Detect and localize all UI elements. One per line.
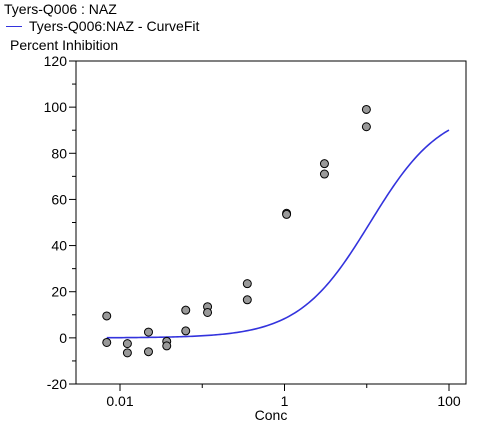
- y-tick-label: 20: [51, 284, 67, 300]
- data-point: [181, 326, 191, 336]
- y-tick-label: 100: [44, 99, 68, 115]
- legend-line-swatch: [6, 26, 22, 27]
- legend-label: Tyers-Q006:NAZ - CurveFit: [29, 18, 200, 34]
- data-point: [242, 295, 252, 305]
- y-tick-label: 40: [51, 238, 67, 254]
- curve-fit-line: [106, 129, 450, 339]
- x-axis: 0.01 1 100: [106, 384, 461, 409]
- curve-fit-layer: [106, 129, 450, 339]
- data-point: [162, 341, 172, 351]
- data-point: [361, 122, 371, 132]
- data-point: [242, 279, 252, 289]
- legend: Tyers-Q006:NAZ - CurveFit: [6, 18, 199, 34]
- data-point: [122, 339, 132, 349]
- data-point: [143, 347, 153, 357]
- data-point: [203, 307, 213, 317]
- plot-area-frame: [75, 60, 467, 385]
- data-point: [143, 327, 153, 337]
- x-tick-label: 1: [281, 393, 289, 409]
- data-point: [102, 311, 112, 321]
- data-point: [319, 159, 329, 169]
- data-point: [102, 337, 112, 347]
- y-axis: -20 0 20 40 60 80 100 120: [44, 53, 76, 392]
- x-axis-label: Conc: [255, 407, 288, 421]
- data-point: [319, 169, 329, 179]
- data-point: [361, 104, 371, 114]
- y-axis-label: Percent Inhibition: [10, 37, 119, 53]
- data-point: [282, 209, 292, 219]
- data-point: [181, 305, 191, 315]
- data-points-layer: [102, 104, 371, 358]
- x-tick-label: 0.01: [106, 393, 133, 409]
- y-tick-label: 80: [51, 145, 67, 161]
- chart-title: Tyers-Q006 : NAZ: [4, 1, 117, 17]
- x-tick-label: 100: [437, 393, 461, 409]
- y-tick-label: -20: [47, 376, 67, 392]
- y-tick-label: 120: [44, 53, 68, 69]
- data-point: [122, 348, 132, 358]
- y-tick-label: 60: [51, 191, 67, 207]
- y-tick-label: 0: [59, 330, 67, 346]
